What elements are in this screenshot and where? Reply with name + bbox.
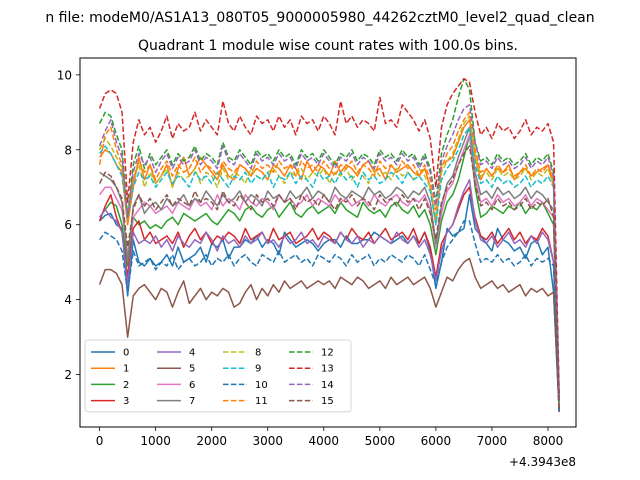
legend-label-14: 14 bbox=[321, 380, 334, 391]
x-tick-label: 2000 bbox=[196, 434, 227, 448]
legend-label-2: 2 bbox=[123, 380, 129, 391]
x-tick-label: 7000 bbox=[477, 434, 508, 448]
legend-label-6: 6 bbox=[189, 380, 195, 391]
legend-label-1: 1 bbox=[123, 364, 129, 375]
legend-label-11: 11 bbox=[255, 396, 268, 407]
legend-label-10: 10 bbox=[255, 380, 268, 391]
series-line-5 bbox=[98, 257, 560, 413]
x-tick-label: 6000 bbox=[421, 434, 452, 448]
x-tick-label: 4000 bbox=[309, 434, 340, 448]
y-axis: 2 4 6 8 10 bbox=[57, 68, 80, 382]
figure-suptitle: n file: modeM0/AS1A13_080T05_9000005980_… bbox=[45, 10, 594, 26]
x-tick-label: 1000 bbox=[140, 434, 171, 448]
legend-label-8: 8 bbox=[255, 348, 261, 359]
series-line-15 bbox=[98, 145, 560, 409]
series-layer bbox=[98, 77, 560, 413]
x-axis: 0 1000 2000 3000 4000 5000 6000 7000 8000 bbox=[96, 427, 563, 448]
y-tick-label: 6 bbox=[64, 218, 72, 232]
series-line-13 bbox=[98, 77, 560, 394]
legend-label-0: 0 bbox=[123, 348, 129, 359]
series-line-12 bbox=[98, 77, 560, 401]
series-line-4 bbox=[99, 179, 560, 413]
series-line-6 bbox=[99, 134, 560, 409]
legend-label-5: 5 bbox=[189, 364, 195, 375]
series-line-8 bbox=[98, 115, 560, 405]
y-tick-label: 10 bbox=[57, 68, 72, 82]
series-line-14 bbox=[98, 104, 560, 401]
series-line-3 bbox=[98, 186, 560, 413]
x-tick-label: 8000 bbox=[533, 434, 564, 448]
legend-label-7: 7 bbox=[189, 396, 195, 407]
y-tick-label: 2 bbox=[64, 368, 72, 382]
series-line-9 bbox=[99, 126, 560, 405]
legend-label-13: 13 bbox=[321, 364, 334, 375]
x-tick-label: 5000 bbox=[365, 434, 396, 448]
legend-label-12: 12 bbox=[321, 348, 334, 359]
legend-label-9: 9 bbox=[255, 364, 261, 375]
plot-area-frame bbox=[79, 57, 577, 428]
y-tick-label: 8 bbox=[64, 143, 72, 157]
legend-label-4: 4 bbox=[189, 348, 195, 359]
x-tick-label: 3000 bbox=[252, 434, 283, 448]
chart-title: Quadrant 1 module wise count rates with … bbox=[138, 38, 518, 54]
series-line-10 bbox=[99, 220, 560, 413]
x-tick-label: 0 bbox=[96, 434, 104, 448]
series-line-11 bbox=[98, 111, 560, 405]
legend-label-3: 3 bbox=[123, 396, 129, 407]
legend-box bbox=[84, 339, 352, 413]
legend-label-15: 15 bbox=[321, 396, 334, 407]
y-tick-label: 4 bbox=[64, 293, 72, 307]
series-line-7 bbox=[99, 126, 560, 405]
x-axis-offset-label: +4.3943e8 bbox=[509, 455, 576, 469]
